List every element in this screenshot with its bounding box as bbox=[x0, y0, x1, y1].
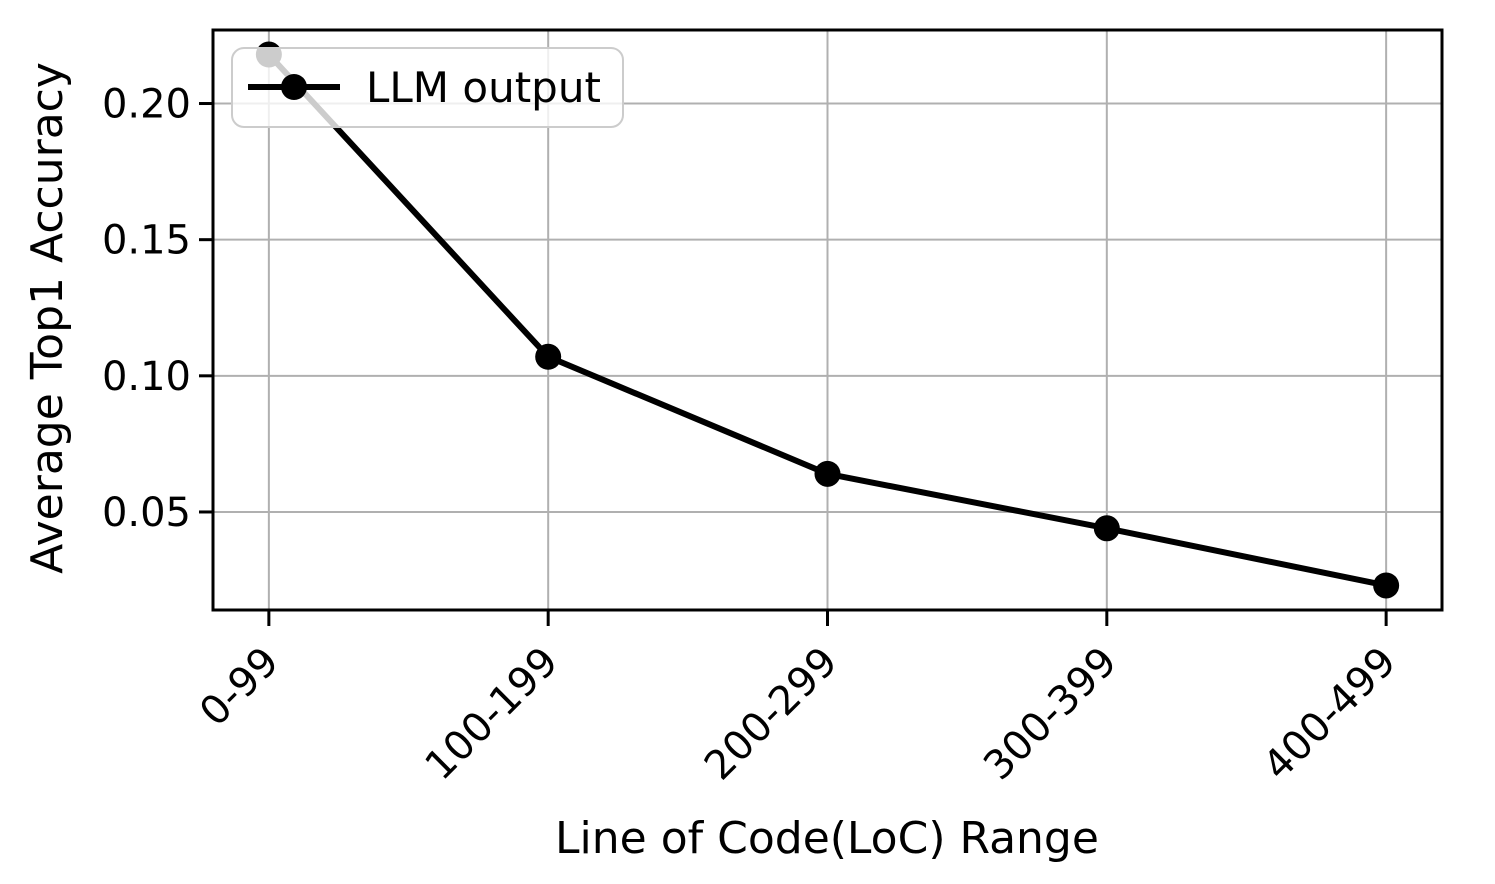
y-tick-label: 0.15 bbox=[102, 218, 191, 264]
x-tick-label: 200-299 bbox=[696, 639, 847, 790]
x-tick-label: 100-199 bbox=[417, 639, 568, 790]
data-point-marker bbox=[535, 343, 562, 370]
legend-box bbox=[231, 47, 624, 128]
y-axis-label: Average Top1 Accuracy bbox=[22, 62, 73, 574]
x-axis-label: Line of Code(LoC) Range bbox=[555, 813, 1099, 864]
x-tick-label: 0-99 bbox=[191, 639, 288, 736]
y-tick-label: 0.10 bbox=[102, 354, 191, 400]
legend: LLM output bbox=[231, 47, 624, 128]
x-tick-label: 400-499 bbox=[1254, 639, 1405, 790]
y-tick-label: 0.20 bbox=[102, 82, 191, 128]
legend-marker-icon bbox=[281, 74, 307, 100]
legend-label: LLM output bbox=[366, 63, 601, 112]
data-point-marker bbox=[814, 460, 841, 487]
data-point-marker bbox=[1373, 572, 1400, 599]
ticks-layer: 0-99 100-199 200-299 300-399 400-499 0.05 0.10… bbox=[102, 82, 1405, 790]
data-point-marker bbox=[1093, 515, 1120, 542]
x-tick-label: 300-399 bbox=[975, 639, 1126, 790]
y-tick-label: 0.05 bbox=[102, 490, 191, 536]
